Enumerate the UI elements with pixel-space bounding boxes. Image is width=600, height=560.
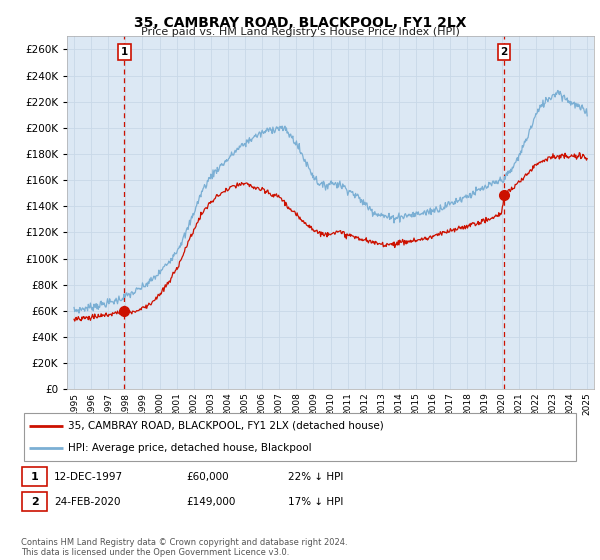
Text: 35, CAMBRAY ROAD, BLACKPOOL, FY1 2LX: 35, CAMBRAY ROAD, BLACKPOOL, FY1 2LX	[134, 16, 466, 30]
Text: 1: 1	[121, 47, 128, 57]
Text: 1: 1	[31, 472, 38, 482]
Text: 2: 2	[31, 497, 38, 507]
FancyBboxPatch shape	[24, 413, 576, 461]
FancyBboxPatch shape	[22, 467, 47, 486]
FancyBboxPatch shape	[22, 492, 47, 511]
Text: 35, CAMBRAY ROAD, BLACKPOOL, FY1 2LX (detached house): 35, CAMBRAY ROAD, BLACKPOOL, FY1 2LX (de…	[68, 421, 384, 431]
Text: £149,000: £149,000	[186, 497, 235, 507]
Text: 17% ↓ HPI: 17% ↓ HPI	[288, 497, 343, 507]
Text: £60,000: £60,000	[186, 472, 229, 482]
Text: 22% ↓ HPI: 22% ↓ HPI	[288, 472, 343, 482]
Text: 12-DEC-1997: 12-DEC-1997	[54, 472, 123, 482]
Text: Price paid vs. HM Land Registry's House Price Index (HPI): Price paid vs. HM Land Registry's House …	[140, 27, 460, 37]
Text: 24-FEB-2020: 24-FEB-2020	[54, 497, 121, 507]
Text: Contains HM Land Registry data © Crown copyright and database right 2024.
This d: Contains HM Land Registry data © Crown c…	[21, 538, 347, 557]
Text: 2: 2	[500, 47, 508, 57]
Text: HPI: Average price, detached house, Blackpool: HPI: Average price, detached house, Blac…	[68, 443, 312, 453]
